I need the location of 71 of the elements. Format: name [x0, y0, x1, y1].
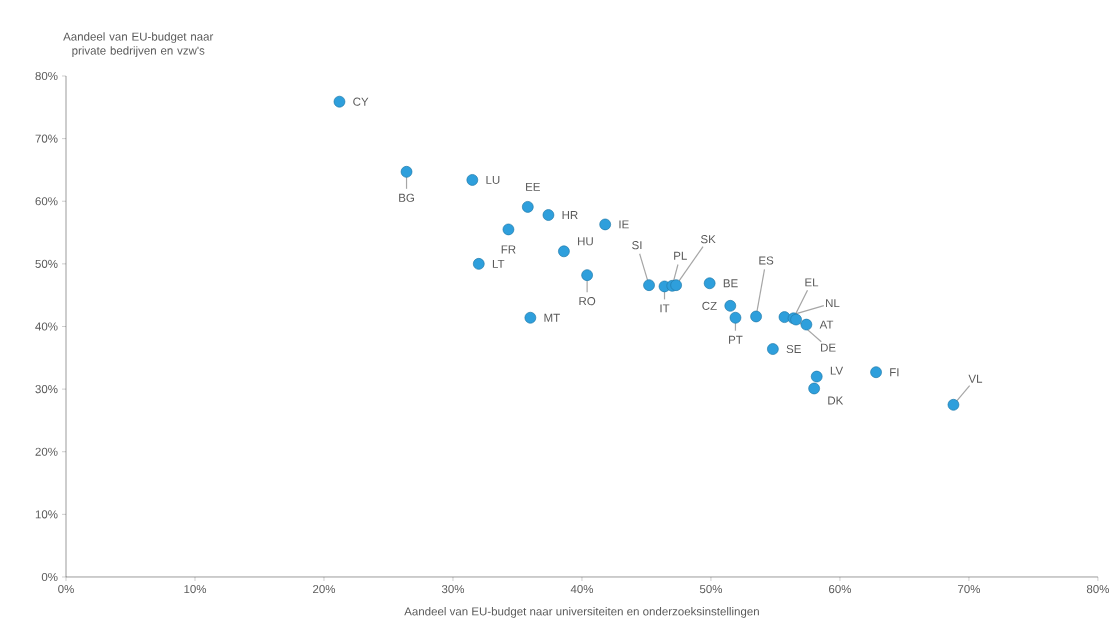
y-tick-label: 30% [35, 385, 58, 394]
x-tick-label: 80% [1086, 585, 1109, 594]
point [599, 218, 611, 231]
point [750, 310, 762, 323]
y-tick-label: 0% [41, 572, 58, 582]
point [643, 279, 655, 291]
point [800, 318, 813, 331]
y-tick-label: 60% [35, 197, 58, 206]
y-axis-title: Aandeel van EU-budget naar private bedrijven en vzw's [63, 32, 214, 57]
point [724, 300, 737, 312]
x-axis-title: Aandeel van EU-budget naar universiteiten en onderzoeksinstellingen [404, 607, 759, 618]
annotation: ES [759, 256, 774, 265]
annotation: FI [890, 368, 899, 377]
annotation: NL [826, 299, 840, 308]
point [810, 370, 823, 383]
annotation: EE [526, 182, 540, 191]
annotation: CY [353, 97, 369, 106]
annotation: MT [544, 313, 560, 322]
point [521, 201, 534, 213]
annotation: FR [501, 245, 516, 254]
y-tick-label: 10% [35, 510, 58, 519]
annotation: CZ [702, 301, 717, 310]
y-tick-label: 20% [35, 447, 58, 456]
annotation: EL [805, 278, 819, 287]
annotation: VL [968, 374, 983, 383]
point [466, 174, 479, 186]
y-tick-label: 50% [35, 259, 58, 268]
point [502, 223, 515, 236]
point [870, 366, 882, 378]
x-tick-label: 70% [958, 585, 981, 594]
point [400, 166, 413, 178]
annotation: PL [674, 251, 687, 260]
annotation: LU [486, 175, 500, 184]
x-tick-label: 0% [58, 585, 74, 594]
x-tick-label: 30% [441, 585, 465, 594]
x-tick-label: 60% [829, 585, 852, 594]
point [558, 245, 570, 258]
annotation: SK [700, 235, 716, 244]
point [767, 343, 779, 355]
point [670, 279, 682, 291]
point [581, 269, 593, 281]
annotation: PT [729, 335, 743, 344]
y-tick-label: 40% [35, 322, 58, 331]
x-tick-label: 10% [184, 585, 207, 594]
annotation: SE [786, 344, 801, 354]
annotation: BE [723, 279, 738, 288]
annotation: DE [821, 343, 836, 352]
x-tick-label: 50% [699, 585, 723, 594]
y-tick-label: 80% [35, 71, 58, 81]
annotation: IT [660, 304, 670, 313]
point [729, 311, 742, 324]
y-tick-label: 70% [35, 134, 58, 143]
annotation: BG [399, 193, 414, 202]
annotation: DK [828, 396, 844, 405]
point [947, 398, 960, 411]
annotation: LV [830, 366, 844, 375]
annotation: RO [579, 297, 596, 306]
x-tick-label: 40% [570, 585, 594, 594]
annotation: LT [492, 259, 505, 268]
x-tick-label: 20% [313, 585, 336, 594]
point [472, 258, 485, 270]
annotation: IE [619, 220, 629, 229]
annotation: SI [632, 241, 642, 250]
annotation: HU [578, 237, 593, 246]
point [524, 311, 537, 324]
point [542, 209, 555, 221]
point [703, 277, 716, 290]
annotation: AT [819, 320, 834, 329]
annotation: HR [562, 211, 578, 219]
point [808, 382, 820, 395]
point [333, 95, 346, 108]
